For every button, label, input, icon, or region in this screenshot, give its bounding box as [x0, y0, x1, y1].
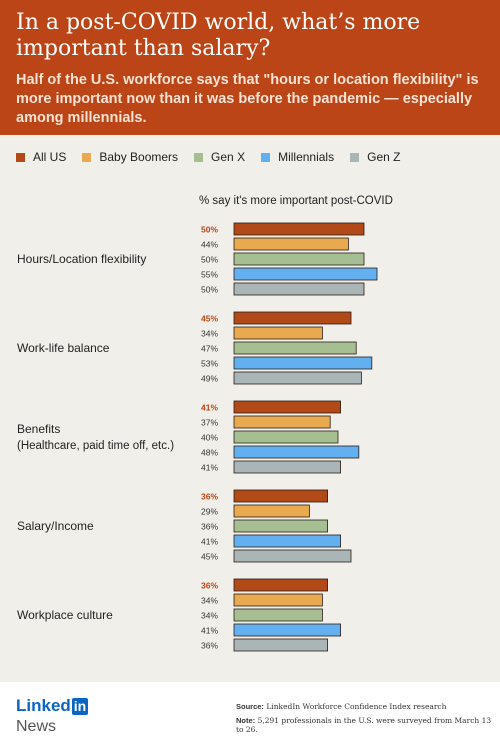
bar	[233, 237, 349, 251]
note-label: Note:	[236, 716, 256, 725]
news-label: News	[16, 718, 57, 735]
bar	[233, 460, 341, 474]
category-label: Salary/Income	[17, 519, 94, 533]
bar	[233, 222, 365, 236]
bar	[233, 356, 373, 370]
legend-swatch	[261, 152, 271, 162]
bar	[233, 608, 323, 622]
bar	[233, 326, 323, 340]
data-label: 50%	[201, 285, 218, 295]
legend-item-all-us: All US	[16, 150, 66, 164]
data-label: 41%	[201, 463, 218, 473]
page-title: In a post-COVID world, what’s more impor…	[16, 10, 421, 61]
survey-note: Note: 5,291 professionals in the U.S. we…	[236, 716, 500, 734]
data-label: 34%	[201, 611, 218, 621]
bar	[233, 593, 323, 607]
note-text: 5,291 professionals in the U.S. were sur…	[236, 716, 492, 734]
category-label: Work-life balance	[17, 341, 110, 355]
category-label: Benefits	[17, 422, 60, 436]
chart-legend: All US Baby Boomers Gen X Millennials Ge…	[16, 150, 416, 164]
legend-label: Gen X	[211, 150, 246, 164]
data-label: 41%	[201, 626, 218, 636]
logo-in-badge: in	[71, 697, 89, 715]
bar	[233, 282, 365, 296]
data-label: 44%	[201, 240, 218, 250]
bar	[233, 504, 310, 518]
data-label: 36%	[201, 641, 218, 651]
legend-swatch	[350, 152, 360, 162]
footer: Linked in News Source: LinkedIn Workforc…	[0, 682, 500, 749]
legend-swatch	[16, 152, 25, 162]
bar	[233, 638, 328, 652]
data-label: 41%	[201, 403, 218, 413]
data-label: 34%	[201, 329, 218, 339]
bar	[233, 549, 352, 563]
data-label: 45%	[201, 552, 218, 562]
bar	[233, 267, 378, 281]
axis-title: % say it's more important post-COVID	[199, 195, 393, 207]
data-label: 50%	[201, 255, 218, 265]
legend-item-gen-z: Gen Z	[350, 150, 400, 164]
legend-label: Baby Boomers	[99, 150, 179, 164]
legend-item-millennials: Millennials	[261, 150, 334, 164]
data-label: 50%	[201, 225, 218, 235]
category-label: Workplace culture	[17, 608, 113, 622]
data-label: 41%	[201, 537, 218, 547]
legend-swatch	[82, 152, 92, 162]
source-note: Source: LinkedIn Workforce Confidence In…	[236, 702, 446, 711]
page-subtitle: Half of the U.S. workforce says that "ho…	[16, 72, 479, 126]
bar-chart: Hours/Location flexibility 50% 44% 50% 55% 50…	[17, 222, 378, 652]
legend-label: Gen Z	[367, 150, 401, 164]
bar	[233, 311, 352, 325]
data-label: 49%	[201, 374, 218, 384]
source-label: Source:	[236, 702, 264, 711]
header-banner: In a post-COVID world, what’s more impor…	[0, 0, 500, 135]
legend-label: All US	[33, 150, 67, 164]
logo-text: Linked	[16, 696, 71, 715]
bar	[233, 623, 341, 637]
data-label: 40%	[201, 433, 218, 443]
data-label: 37%	[201, 418, 218, 428]
data-label: 53%	[201, 359, 218, 369]
data-label: 36%	[201, 581, 218, 591]
bar	[233, 371, 362, 385]
bar	[233, 415, 331, 429]
linkedin-logo: Linked in	[16, 696, 89, 716]
bar	[233, 519, 328, 533]
legend-swatch	[194, 152, 204, 162]
bar	[233, 430, 339, 444]
bar	[233, 252, 365, 266]
legend-label: Millennials	[278, 150, 335, 164]
source-text: LinkedIn Workforce Confidence Index rese…	[266, 702, 447, 711]
bar	[233, 445, 360, 459]
data-label: 36%	[201, 492, 218, 502]
bar	[233, 341, 357, 355]
bar	[233, 489, 328, 503]
data-label: 47%	[201, 344, 218, 354]
bar	[233, 400, 341, 414]
data-label: 34%	[201, 596, 218, 606]
bar	[233, 578, 328, 592]
category-label: Hours/Location flexibility	[17, 252, 146, 266]
data-label: 29%	[201, 507, 218, 517]
category-label: (Healthcare, paid time off, etc.)	[17, 440, 174, 452]
data-label: 45%	[201, 314, 218, 324]
data-label: 48%	[201, 448, 218, 458]
bar	[233, 534, 341, 548]
data-label: 55%	[201, 270, 218, 280]
legend-item-baby-boomers: Baby Boomers	[82, 150, 178, 164]
data-label: 36%	[201, 522, 218, 532]
legend-item-gen-x: Gen X	[194, 150, 245, 164]
